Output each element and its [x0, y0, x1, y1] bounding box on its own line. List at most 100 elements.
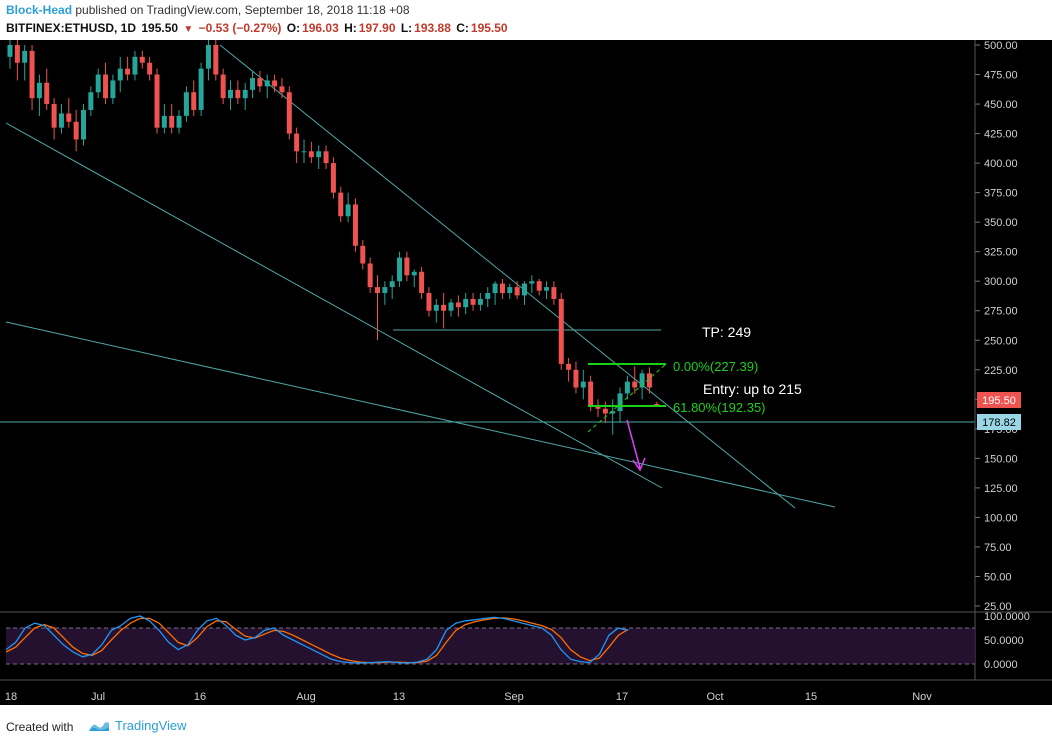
- candle: [147, 56, 153, 81]
- time-axis-label: Oct: [706, 691, 723, 703]
- symbol-label[interactable]: BITFINEX:ETHUSD, 1D: [6, 21, 137, 35]
- open-value: 196.03: [302, 21, 339, 35]
- candle: [632, 366, 638, 394]
- price-change: −0.53 (−0.27%): [198, 21, 282, 35]
- fib-0-label: 0.00%(227.39): [673, 359, 758, 374]
- candle: [485, 287, 491, 308]
- candle: [338, 186, 344, 223]
- candle: [551, 281, 557, 305]
- price-axis-label: 150.00: [984, 453, 1018, 465]
- candle: [330, 157, 336, 199]
- candle: [433, 298, 439, 323]
- publish-info: published on TradingView.com, September …: [75, 3, 410, 17]
- candle: [360, 239, 366, 270]
- candle: [610, 399, 616, 435]
- candle: [88, 86, 94, 116]
- trendline-lower: [5, 321, 836, 508]
- candle: [22, 45, 28, 81]
- stoch-d-line: [5, 617, 629, 664]
- price-axis-label: 400.00: [984, 158, 1018, 170]
- candle: [448, 298, 454, 317]
- down-arrow-icon: ▼: [183, 24, 194, 35]
- candle: [389, 275, 395, 299]
- candle: [544, 281, 550, 299]
- trendline-upper: [219, 44, 796, 509]
- target-arrow: [626, 419, 646, 472]
- candle: [66, 98, 72, 128]
- price-axis-label: 300.00: [984, 276, 1018, 288]
- candle: [95, 68, 101, 99]
- candle: [352, 198, 358, 252]
- candle: [375, 275, 380, 341]
- tradingview-brand[interactable]: TradingView: [88, 718, 187, 733]
- candle: [580, 369, 586, 400]
- candle: [73, 109, 79, 152]
- candle: [367, 257, 373, 294]
- price-axis-label: 25.00: [984, 601, 1012, 613]
- candle: [566, 357, 572, 382]
- candle: [117, 56, 123, 93]
- candle: [470, 293, 476, 311]
- candle: [499, 278, 505, 299]
- candle: [103, 62, 109, 105]
- price-axis-label: 450.00: [984, 99, 1018, 111]
- candle: [382, 281, 388, 305]
- price-chart[interactable]: 500.00 475.00 450.00 425.00 400.00 375.00 350.…: [0, 39, 1052, 705]
- author-link[interactable]: Block-Head: [6, 3, 73, 17]
- candle: [558, 293, 564, 370]
- price-axis-label: 350.00: [984, 217, 1018, 229]
- trendline-middle: [5, 122, 663, 489]
- candle: [573, 361, 579, 394]
- price-axis-label: 425.00: [984, 129, 1018, 141]
- candle: [235, 80, 241, 105]
- candle: [323, 145, 329, 170]
- candle: [139, 50, 145, 69]
- footer: Created with TradingView: [0, 705, 1052, 745]
- candle: [169, 104, 175, 134]
- time-axis-label: 13: [393, 691, 405, 703]
- tradingview-logo-icon: [89, 721, 109, 731]
- candle: [14, 39, 20, 81]
- fib-retracement: [587, 363, 667, 433]
- time-axis-label: 15: [805, 691, 817, 703]
- high-label: H:: [344, 21, 357, 35]
- chart-area[interactable]: 500.00 475.00 450.00 425.00 400.00 375.00 350.…: [0, 39, 1052, 705]
- candle: [536, 278, 542, 296]
- candle: [154, 68, 160, 134]
- candle: [36, 74, 42, 116]
- support-price-text: 178.82: [982, 417, 1016, 429]
- tp-label: TP: 249: [702, 324, 751, 340]
- price-axis-label: 275.00: [984, 306, 1018, 318]
- candles: [7, 39, 660, 435]
- price-axis-label: 250.00: [984, 335, 1018, 347]
- current-price-badge: [977, 392, 1021, 408]
- candle: [286, 86, 292, 140]
- price-axis-label: 325.00: [984, 247, 1018, 259]
- candle: [455, 295, 461, 317]
- candle: [191, 80, 197, 116]
- open-label: O:: [286, 21, 301, 35]
- candle: [411, 269, 417, 288]
- created-with-label: Created with: [6, 720, 74, 734]
- candle: [522, 281, 527, 305]
- close-label: C:: [456, 21, 469, 35]
- price-axis-label: 125.00: [984, 483, 1018, 495]
- candle: [477, 293, 483, 311]
- time-axis-label: 18: [5, 691, 17, 703]
- stoch-axis-label: 100.0000: [984, 611, 1030, 623]
- candle: [419, 267, 425, 299]
- candle: [58, 104, 64, 134]
- time-axis-label: Aug: [296, 691, 316, 703]
- candle: [397, 251, 403, 288]
- candle: [463, 293, 469, 315]
- candle: [624, 375, 630, 400]
- candle: [250, 70, 256, 99]
- candle: [213, 39, 219, 81]
- candle: [81, 104, 86, 146]
- candle: [316, 145, 322, 170]
- candle: [110, 74, 116, 105]
- candle: [51, 98, 57, 140]
- candle: [294, 127, 300, 164]
- publish-header: Block-Head published on TradingView.com,…: [6, 3, 410, 17]
- candle: [308, 141, 314, 164]
